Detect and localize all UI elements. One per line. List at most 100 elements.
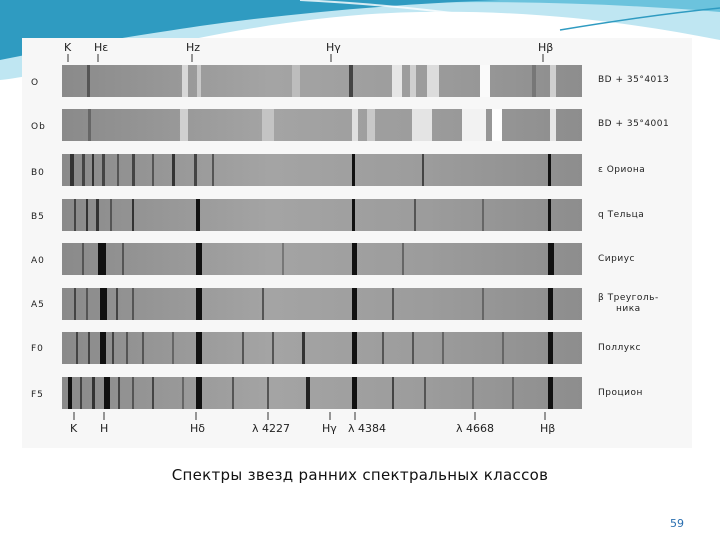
spectral-line [118, 377, 120, 409]
class-label-a0: A0 [31, 256, 45, 266]
spectral-line [112, 332, 114, 364]
spectral-line [382, 332, 384, 364]
spectral-line [548, 199, 551, 231]
spectral-line [182, 377, 184, 409]
spectral-line [392, 288, 394, 320]
star-label-b0: ε Ориона [598, 165, 646, 175]
spectral-line [104, 377, 110, 409]
spectral-line [410, 65, 416, 97]
bottom-label-lambda-4668: λ 4668 [456, 422, 495, 435]
spectral-line [196, 377, 202, 409]
top-ticks [67, 54, 544, 62]
spectral-line [70, 154, 74, 186]
spectral-line [412, 332, 414, 364]
spectral-line [352, 332, 357, 364]
spectral-line [412, 109, 432, 141]
spectral-line [102, 154, 105, 186]
spectral-line [197, 65, 201, 97]
spectral-line [272, 332, 274, 364]
spectral-line [512, 377, 514, 409]
spectral-line [352, 288, 357, 320]
spectral-line [82, 243, 84, 275]
spectrum-strip-a5 [62, 288, 582, 320]
star-label-ob: BD + 35°4001 [598, 119, 670, 129]
class-label-f5: F5 [31, 390, 44, 400]
star-label-a5: β Треуголь- ника [598, 293, 659, 314]
bottom-label-k: K [70, 422, 78, 435]
spectral-line [132, 377, 134, 409]
spectral-line [182, 65, 188, 97]
spectral-line [110, 199, 112, 231]
spectral-line [492, 109, 502, 141]
spectral-line [352, 377, 357, 409]
spectral-line [82, 154, 85, 186]
top-label-h-zeta: Hz [186, 41, 201, 54]
spectral-line [132, 288, 134, 320]
spectral-line [352, 199, 355, 231]
spectral-line [98, 243, 106, 275]
top-label-k: K [64, 41, 72, 54]
spectral-line [392, 377, 394, 409]
spectral-line [480, 65, 490, 97]
spectral-line [262, 109, 274, 141]
class-label-b5: B5 [31, 212, 45, 222]
bottom-label-lambda-4227: λ 4227 [252, 422, 291, 435]
spectral-line [462, 109, 486, 141]
spectral-line [126, 332, 128, 364]
star-label-o: BD + 35°4013 [598, 75, 670, 85]
spectral-line [352, 109, 358, 141]
spectral-line [68, 377, 72, 409]
spectral-line [132, 154, 135, 186]
spectrum-strip-b5 [62, 199, 582, 231]
spectral-line [424, 377, 426, 409]
spectrum-strip-f0 [62, 332, 582, 364]
spectral-line [482, 199, 484, 231]
spectral-line [172, 332, 174, 364]
page-number: 59 [670, 517, 684, 530]
star-label-a0: Сириус [598, 254, 635, 264]
class-label-o: O [31, 78, 40, 88]
spectral-line [86, 288, 88, 320]
star-label-f0: Поллукс [598, 343, 641, 353]
spectral-line [152, 154, 154, 186]
class-label-ob: Ob [31, 122, 46, 132]
class-label-a5: A5 [31, 300, 45, 310]
bottom-label-lambda-4384: λ 4384 [348, 422, 387, 435]
spectral-line [302, 332, 305, 364]
class-label-f0: F0 [31, 344, 44, 354]
spectrum-strip-f5 [62, 377, 582, 409]
spectral-line [152, 377, 154, 409]
spectral-line [427, 65, 439, 97]
slide-header-wave [0, 0, 720, 80]
spectral-line [196, 243, 202, 275]
spectral-line [550, 109, 556, 141]
spectral-line [367, 109, 375, 141]
spectrum-strip-b0 [62, 154, 582, 186]
spectral-line [100, 288, 107, 320]
stellar-spectra-figure: K Hε Hz Hγ Hβ O Ob B0 B5 A0 A5 F0 F5 BD … [22, 38, 692, 448]
spectral-line [142, 332, 144, 364]
star-label-b5: q Тельца [598, 210, 645, 220]
class-label-b0: B0 [31, 168, 45, 178]
spectral-line [442, 332, 444, 364]
spectral-line [550, 65, 556, 97]
spectral-line [232, 377, 234, 409]
spectral-line [402, 243, 404, 275]
spectral-line [92, 377, 95, 409]
spectral-line [180, 109, 188, 141]
spectral-line [548, 332, 553, 364]
spectral-line [117, 154, 119, 186]
spectral-line [414, 199, 416, 231]
spectral-line [282, 243, 284, 275]
spectral-line [196, 332, 202, 364]
spectral-line [472, 377, 474, 409]
spectral-line [194, 154, 197, 186]
spectral-line [76, 332, 78, 364]
spectrum-strip-o [62, 65, 582, 97]
spectral-line [548, 243, 554, 275]
spectral-line [196, 288, 202, 320]
top-label-h-gamma: Hγ [326, 41, 341, 54]
bottom-label-h-gamma: Hγ [322, 422, 337, 435]
spectral-line [306, 377, 310, 409]
spectral-line [74, 288, 76, 320]
